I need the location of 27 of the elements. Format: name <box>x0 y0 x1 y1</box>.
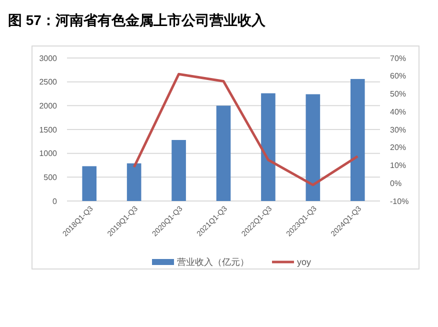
bar <box>172 140 186 201</box>
bar <box>350 78 365 201</box>
y2-tick-label: 40% <box>390 107 406 116</box>
y-tick-label: 0 <box>52 196 58 206</box>
bar <box>216 106 231 201</box>
legend-label: yoy <box>297 257 312 268</box>
legend-label: 营业收入（亿元） <box>177 257 249 268</box>
y-tick-label: 2500 <box>39 78 58 87</box>
bar <box>306 94 320 201</box>
y2-tick-label: 70% <box>390 54 406 63</box>
y-tick-label: 1500 <box>39 125 58 134</box>
y-tick-label: 3000 <box>39 54 58 63</box>
y-tick-label: 2000 <box>39 101 58 110</box>
y-tick-label: 1000 <box>39 149 58 158</box>
y2-tick-label: 0% <box>390 178 402 188</box>
y2-tick-label: 50% <box>390 90 406 99</box>
y2-tick-label: 30% <box>390 125 406 134</box>
chart-title: 图 57：河南省有色金属上市公司营业收入 <box>8 12 266 28</box>
y2-tick-label: 20% <box>390 143 406 152</box>
bar <box>82 166 97 201</box>
y2-tick-label: -10% <box>390 196 409 206</box>
y-tick-label: 500 <box>44 172 58 182</box>
y2-tick-label: 10% <box>390 161 406 170</box>
y2-tick-label: 60% <box>390 72 406 81</box>
line-series <box>132 72 359 186</box>
bar <box>126 163 142 201</box>
bar <box>261 93 276 201</box>
